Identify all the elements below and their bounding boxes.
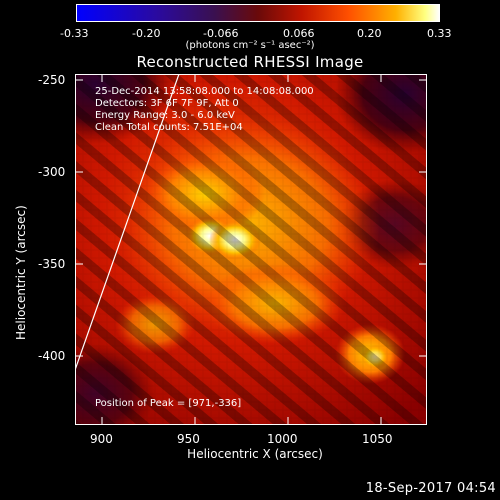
timestamp-footer: 18-Sep-2017 04:54: [365, 481, 496, 496]
detectors-text: Detectors: 3F 6F 7F 9F, Att 0: [95, 98, 239, 109]
plot-title: Reconstructed RHESSI Image: [136, 53, 364, 71]
colorbar-tick: -0.33: [60, 27, 89, 40]
x-tick-label: 950: [177, 432, 200, 446]
time-range-text: 25-Dec-2014 13:58:08.000 to 14:08:08.000: [95, 86, 314, 97]
colorbar-tick: 0.066: [283, 27, 315, 40]
peak-position-text: Position of Peak = [971,-336]: [95, 398, 242, 409]
colorbar-tick: -0.066: [203, 27, 239, 40]
colorbar-units: (photons cm⁻² s⁻¹ asec⁻²): [185, 40, 315, 51]
y-tick-label: -300: [38, 165, 66, 179]
x-tick-label: 1050: [362, 432, 393, 446]
solar-limb-line: [75, 74, 180, 371]
energy-range-text: Energy Range: 3.0 - 6.0 keV: [95, 110, 235, 121]
x-axis-label: Heliocentric X (arcsec): [187, 447, 323, 461]
colorbar-tick: 0.20: [357, 27, 382, 40]
y-tick-label: -350: [38, 257, 66, 271]
x-tick-label: 1000: [267, 432, 298, 446]
rhessi-image: [75, 74, 427, 425]
colorbar-tick: -0.20: [132, 27, 161, 40]
y-tick-label: -400: [38, 349, 66, 363]
colorbar: [76, 4, 440, 22]
y-axis-label: Heliocentric Y (arcsec): [14, 205, 28, 340]
colorbar-tick: 0.33: [427, 27, 452, 40]
y-tick-label: -250: [38, 73, 66, 87]
x-tick-label: 900: [90, 432, 113, 446]
method-counts-text: Clean Total counts: 7.51E+04: [95, 122, 243, 133]
